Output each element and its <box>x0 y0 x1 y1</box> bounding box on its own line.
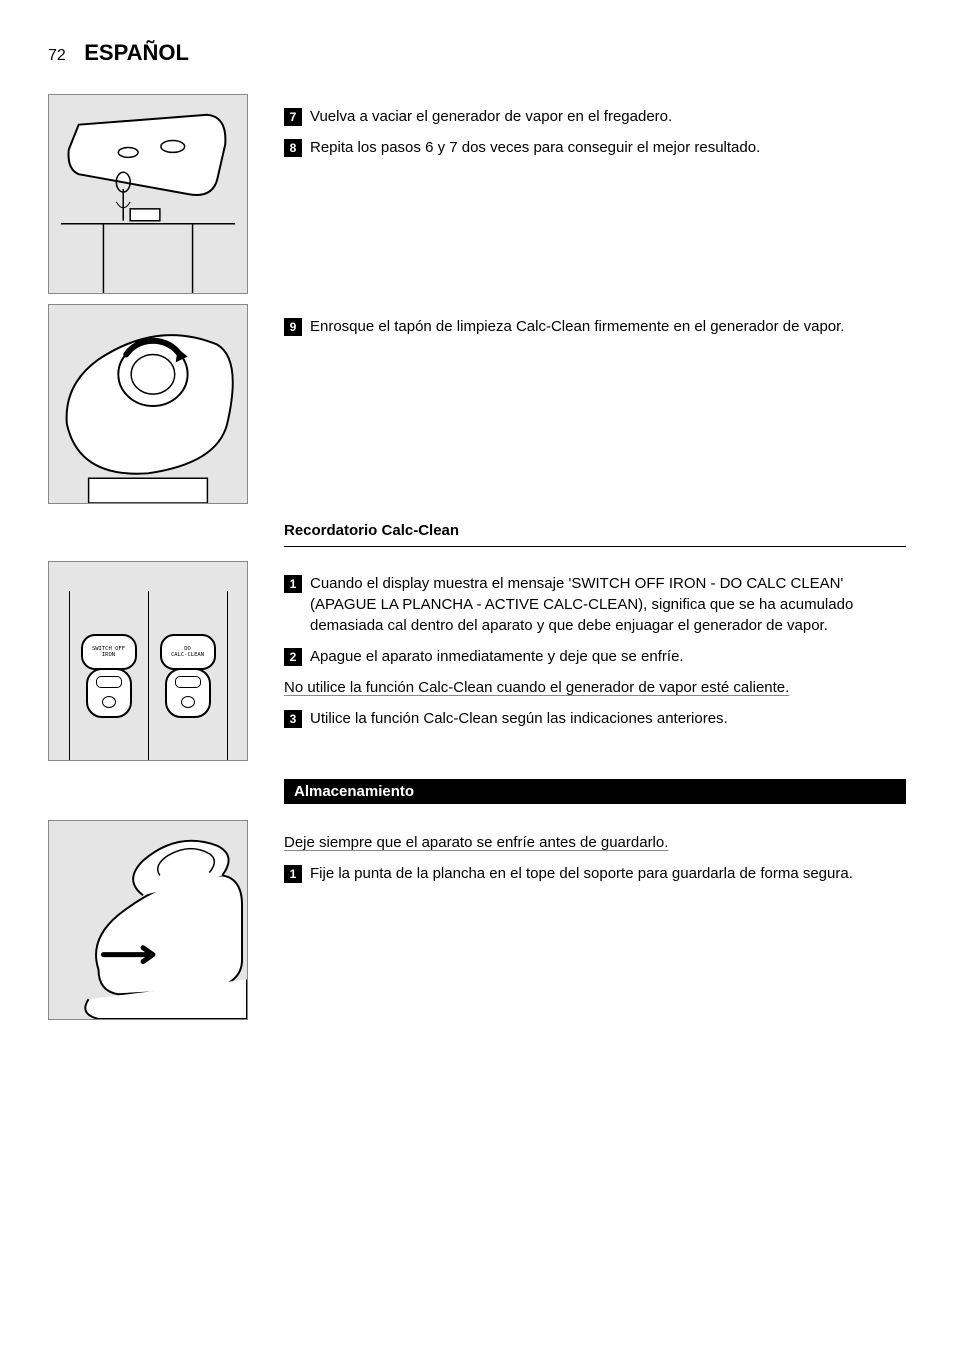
figure-screw-cap <box>48 304 248 504</box>
display-unit-left: SWITCH OFF IRON <box>81 634 137 718</box>
page-number: 72 <box>48 47 66 64</box>
text-col-1: 7 Vuelva a vaciar el generador de vapor … <box>284 94 906 168</box>
step-text-7: Vuelva a vaciar el generador de vapor en… <box>310 106 672 127</box>
bar-spacer <box>48 779 284 804</box>
row-storage: Deje siempre que el aparato se enfríe an… <box>48 820 906 1020</box>
text-col-2: 9 Enrosque el tapón de limpieza Calc-Cle… <box>284 304 906 347</box>
display-divider-mid <box>148 591 149 761</box>
manual-page: 72 ESPAÑOL <box>0 0 954 1076</box>
row-calc-reminder: SWITCH OFF IRON DO CALC-CLEAN 1 Cuando e… <box>48 561 906 761</box>
step-8: 8 Repita los pasos 6 y 7 dos veces para … <box>284 137 906 158</box>
calc-step-text-3: Utilice la función Calc-Clean según las … <box>310 708 728 729</box>
step-9: 9 Enrosque el tapón de limpieza Calc-Cle… <box>284 316 906 337</box>
calc-step-num-2: 2 <box>284 648 302 666</box>
step-text-8: Repita los pasos 6 y 7 dos veces para co… <box>310 137 760 158</box>
display-figure-inner: SWITCH OFF IRON DO CALC-CLEAN <box>66 561 231 761</box>
figure-displays: SWITCH OFF IRON DO CALC-CLEAN <box>48 561 248 761</box>
display-screen-right: DO CALC-CLEAN <box>160 634 216 670</box>
calc-step-num-1: 1 <box>284 575 302 593</box>
language-title: ESPAÑOL <box>84 40 189 65</box>
row-steps-7-8: 7 Vuelva a vaciar el generador de vapor … <box>48 94 906 294</box>
figure-col-1 <box>48 94 248 294</box>
step-text-9: Enrosque el tapón de limpieza Calc-Clean… <box>310 316 844 337</box>
subheading-text-wrap: Recordatorio Calc-Clean <box>284 522 906 547</box>
calc-warning-note: No utilice la función Calc-Clean cuando … <box>284 677 906 698</box>
calc-step-text-2: Apague el aparato inmediatamente y deje … <box>310 646 684 667</box>
calc-step-1: 1 Cuando el display muestra el mensaje '… <box>284 573 906 636</box>
storage-step-num-1: 1 <box>284 865 302 883</box>
subheading-spacer <box>48 522 284 547</box>
step-num-7: 7 <box>284 108 302 126</box>
display-controls-right <box>165 668 211 718</box>
display-divider-right <box>227 591 228 761</box>
step-num-8: 8 <box>284 139 302 157</box>
figure-col-3: SWITCH OFF IRON DO CALC-CLEAN <box>48 561 248 761</box>
figure-col-2 <box>48 304 248 504</box>
figure-iron-storage <box>48 820 248 1020</box>
calc-step-num-3: 3 <box>284 710 302 728</box>
figure-col-4 <box>48 820 248 1020</box>
section-bar-storage: Almacenamiento <box>284 779 906 804</box>
calc-step-2: 2 Apague el aparato inmediatamente y dej… <box>284 646 906 667</box>
storage-step-text-1: Fije la punta de la plancha en el tope d… <box>310 863 853 884</box>
subheading-label: Recordatorio Calc-Clean <box>284 522 459 539</box>
calc-step-text-1: Cuando el display muestra el mensaje 'SW… <box>310 573 906 636</box>
row-step-9: 9 Enrosque el tapón de limpieza Calc-Cle… <box>48 304 906 504</box>
text-col-4: Deje siempre que el aparato se enfríe an… <box>284 820 906 894</box>
step-num-9: 9 <box>284 318 302 336</box>
display-unit-right: DO CALC-CLEAN <box>160 634 216 718</box>
section-bar-row-storage: Almacenamiento <box>48 779 906 804</box>
step-7: 7 Vuelva a vaciar el generador de vapor … <box>284 106 906 127</box>
storage-step-1: 1 Fije la punta de la plancha en el tope… <box>284 863 906 884</box>
display-screen-left: SWITCH OFF IRON <box>81 634 137 670</box>
figure-drain-steam <box>48 94 248 294</box>
subheading-calc-clean: Recordatorio Calc-Clean <box>48 522 906 547</box>
display-controls-left <box>86 668 132 718</box>
page-header: 72 ESPAÑOL <box>48 40 906 66</box>
storage-warning-note: Deje siempre que el aparato se enfríe an… <box>284 832 906 853</box>
calc-step-3: 3 Utilice la función Calc-Clean según la… <box>284 708 906 729</box>
display-divider-left <box>69 591 70 761</box>
text-col-3: 1 Cuando el display muestra el mensaje '… <box>284 561 906 739</box>
